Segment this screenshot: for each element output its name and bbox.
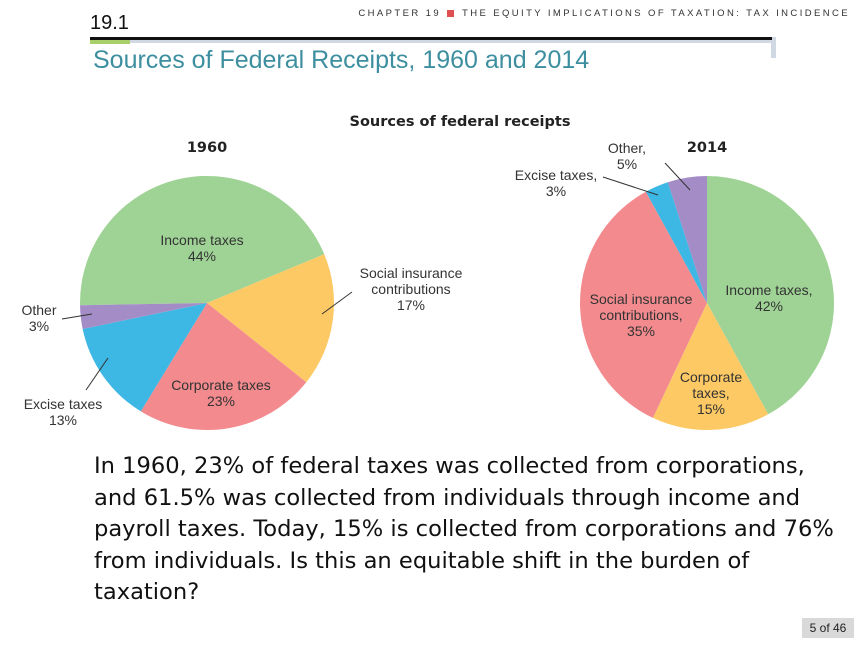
pie-2014-label-corporate-taxes: Corporate taxes, 15% — [680, 369, 742, 417]
chapter-label: CHAPTER 19 — [358, 8, 442, 19]
pie-2014-slice-other — [667, 176, 707, 303]
pie-2014-label-other: Other, 5% — [608, 140, 646, 172]
slice-labels: Income taxes 44% Social insurance contribut… — [21, 140, 812, 428]
section-accent-bar — [90, 40, 130, 44]
pie-1960 — [80, 175, 335, 430]
pie-1960-slice-social-insurance-contributions — [207, 254, 335, 383]
leader-1960-excise — [85, 357, 109, 391]
chapter-divider-square — [447, 9, 455, 17]
section-number: 19.1 — [90, 12, 129, 34]
pie-1960-label-corporate-taxes: Corporate taxes 23% — [171, 377, 271, 409]
chapter-header: CHAPTER 19 THE EQUITY IMPLICATIONS OF TAX… — [358, 8, 850, 19]
pie-2014-label-excise-taxes: Excise taxes, 3% — [515, 167, 597, 199]
pie-1960-label-income-taxes: Income taxes 44% — [160, 232, 243, 264]
pie-1960-label-excise-taxes: Excise taxes 13% — [24, 396, 103, 428]
leader-lines — [61, 162, 691, 391]
leader-1960-social-insurance — [321, 291, 353, 315]
pie-1960-label-social-insurance-contributions: Social insurance contributions 17% — [360, 265, 463, 313]
leader-1960-other — [61, 313, 93, 320]
slide-title: Sources of Federal Receipts, 1960 and 20… — [93, 46, 590, 74]
leader-2014-other — [664, 162, 691, 191]
chapter-title: THE EQUITY IMPLICATIONS OF TAXATION: TAX… — [462, 8, 850, 19]
pie-1960-label-other: Other 3% — [21, 302, 56, 334]
pie-1960-slice-corporate-taxes — [140, 303, 307, 430]
header-rule-tick — [771, 37, 776, 58]
pie-2014-slice-social-insurance-contributions — [580, 191, 707, 418]
pie-2014 — [580, 176, 834, 430]
pie-2014-label-income-taxes: Income taxes, 42% — [725, 282, 812, 314]
pie-2014-slice-corporate-taxes — [652, 303, 769, 430]
leader-2014-excise — [602, 176, 659, 196]
pie-2014-slice-excise-taxes — [645, 182, 707, 303]
pie-2014-year-label: 2014 — [687, 140, 727, 156]
pie-1960-slice-income-taxes — [80, 175, 325, 306]
pie-1960-year-label: 1960 — [187, 140, 227, 156]
header-rule-shadow — [130, 40, 775, 43]
pie-2014-label-social-insurance-contributions: Social insurance contributions, 35% — [590, 291, 693, 339]
pie-2014-slice-income-taxes — [707, 176, 834, 415]
pie-1960-slice-other — [80, 303, 207, 329]
page-indicator: 5 of 46 — [802, 618, 854, 638]
pie-1960-slice-excise-taxes — [82, 303, 207, 412]
body-text: In 1960, 23% of federal taxes was collec… — [94, 453, 834, 605]
header-rule — [90, 37, 772, 40]
chart-title: Sources of federal receipts — [350, 114, 571, 130]
